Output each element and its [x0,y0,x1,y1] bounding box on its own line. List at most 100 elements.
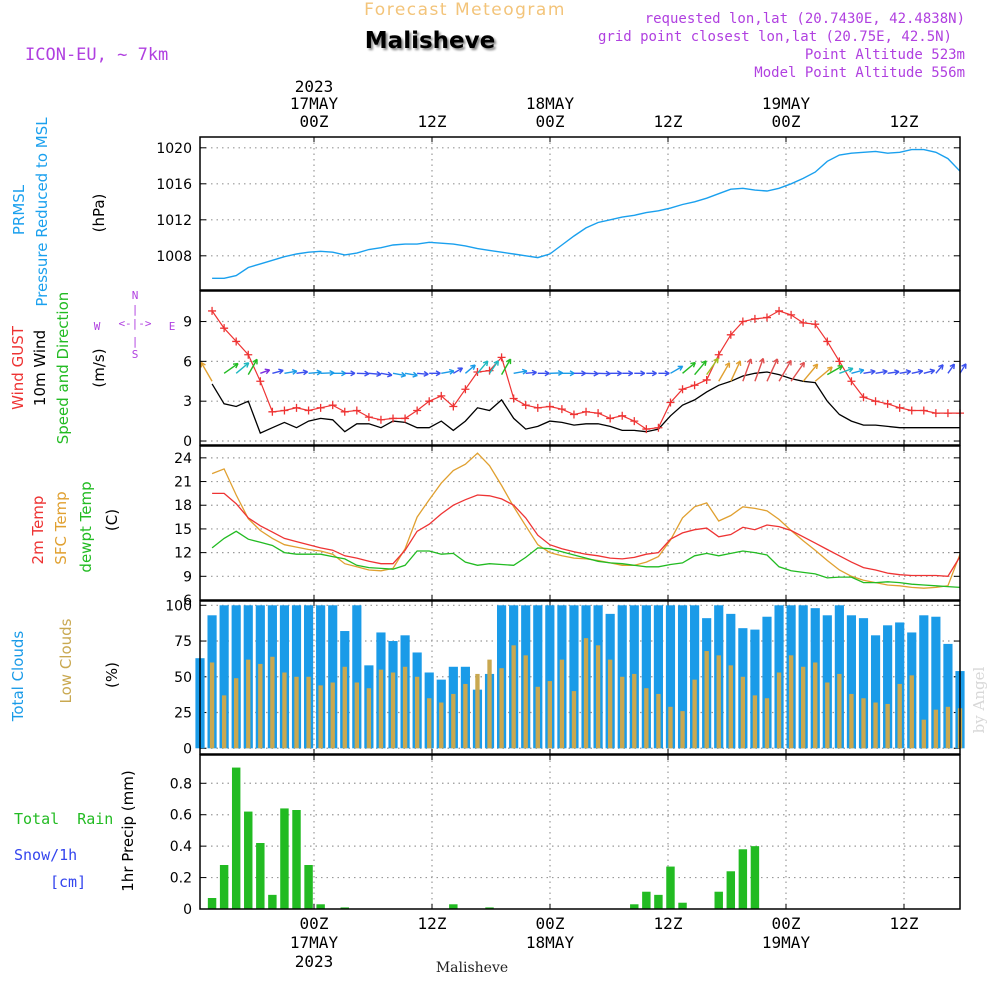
total-cloud-bar [870,635,881,749]
wind-arrow [682,361,696,374]
wind-arrow-shaft [863,370,876,374]
rain-bar [340,907,349,909]
wind-arrow-shaft [923,369,935,374]
wind-arrow-shaft [368,372,382,376]
wind-arrow-head [521,368,528,375]
wind-arrow-head [278,368,284,375]
wind-arrow [488,360,500,374]
y-tick-label: 9 [183,315,192,331]
total-cloud-bar [846,615,857,749]
wind-arrow-head [457,367,464,373]
bottom-hour-label: 00Z [536,914,565,933]
total-cloud-bar [328,605,338,749]
rain-bar [678,902,687,909]
y-tick-label: 1008 [156,249,192,265]
pressure-label: Pressure Reduced to MSL [33,117,51,307]
wind-arrow-shaft [790,362,805,382]
point-altitude: Point Altitude 523m [805,47,965,63]
rain-bar [750,846,760,909]
wind-arrow-shaft [947,363,955,374]
gust-marker [497,353,506,362]
low-cloud-bar [390,672,396,749]
wind-arrow-head [544,370,550,377]
wind-arrow [826,365,844,376]
wind-arrow [500,358,512,375]
y-tick-label: 0 [183,902,192,918]
low-cloud-bar [294,676,299,749]
compass-rose: N S W E <-|-> | | [94,289,176,361]
wind-arrow [911,368,924,375]
gust-marker [594,409,603,418]
gust-marker [859,393,868,402]
gust-marker [389,414,398,423]
bottom-hour-label: 12Z [890,914,919,933]
wind-arrow [766,358,779,382]
bottom-hour-label: 12Z [654,914,683,933]
low-cloud-bar [933,709,939,749]
wind-arrow-head [593,370,599,377]
rain-bar [726,871,736,909]
gust-marker [413,406,422,415]
model-label: ICON-EU, ~ 7km [25,45,168,65]
rain-bar [280,808,289,909]
low-cloud-bar [885,703,890,749]
wind-arrow [380,371,393,378]
low-cloud-bar [246,659,251,749]
rain-bar [304,865,313,909]
wind-arrow [464,364,476,374]
wind-arrow-head [827,366,833,372]
gust-marker [618,411,627,420]
gust-marker [690,381,699,390]
wind-arrow [235,362,250,374]
bottom-day-label: 18MAY [526,933,575,952]
wind-arrow [392,371,407,378]
wind-arrow [730,360,742,382]
top-hour-label: 12Z [890,112,919,131]
gust-marker [702,375,711,384]
low-cloud-bar [921,719,926,749]
top-year-label: 2023 [295,77,334,96]
wind-label: 10m Wind [31,330,49,406]
low-cloud-bar [414,676,420,749]
y-tick-label: 0.6 [170,808,192,824]
wind-arrow-head [949,363,956,370]
low-cloud-bar [801,666,806,749]
wind-arrow-shaft [441,370,454,374]
low-cloud-bar [583,638,589,749]
panel-1: 1008 1012 1016 1020 [156,137,960,290]
wind-arrow-head [470,364,476,370]
bottom-day-label: 17MAY [290,933,339,952]
gust-marker [461,385,470,394]
low-cloud-bar [318,685,323,749]
wind-arrow-head [677,365,684,371]
compass-down: | [132,335,139,348]
wind-arrow-head [252,358,258,365]
sfc-temp-label: SFC Temp [52,491,70,564]
snow-label: Snow/1h [14,846,77,864]
rain-bar [316,904,325,909]
bottom-hour-label: 00Z [772,914,801,933]
wind-arrow-shaft [296,371,308,375]
panel-background [200,137,960,290]
wind-arrow-head [364,370,370,377]
wind-arrow-shaft [476,360,489,374]
total-cloud-bar [690,605,700,749]
clouds-unit-label: (%) [103,662,121,688]
wind-arrow-shaft [223,363,239,374]
gust-marker [376,415,385,424]
wind-unit-label: (m/s) [90,348,108,387]
low-cloud-bar [258,663,263,749]
wind-arrow [622,370,634,377]
wind-arrow-head [482,360,489,367]
wind-arrow-head [786,359,792,366]
gust-marker [799,318,808,327]
wind-arrow-shaft [235,362,250,374]
low-cloud-bar [813,662,818,749]
wind-arrow-shaft [452,367,463,374]
rain-bar [642,891,651,909]
y-tick-label: 6 [183,593,192,609]
low-cloud-bar [668,706,673,749]
low-cloud-bar [475,673,480,749]
top-hour-label: 12Z [654,112,683,131]
